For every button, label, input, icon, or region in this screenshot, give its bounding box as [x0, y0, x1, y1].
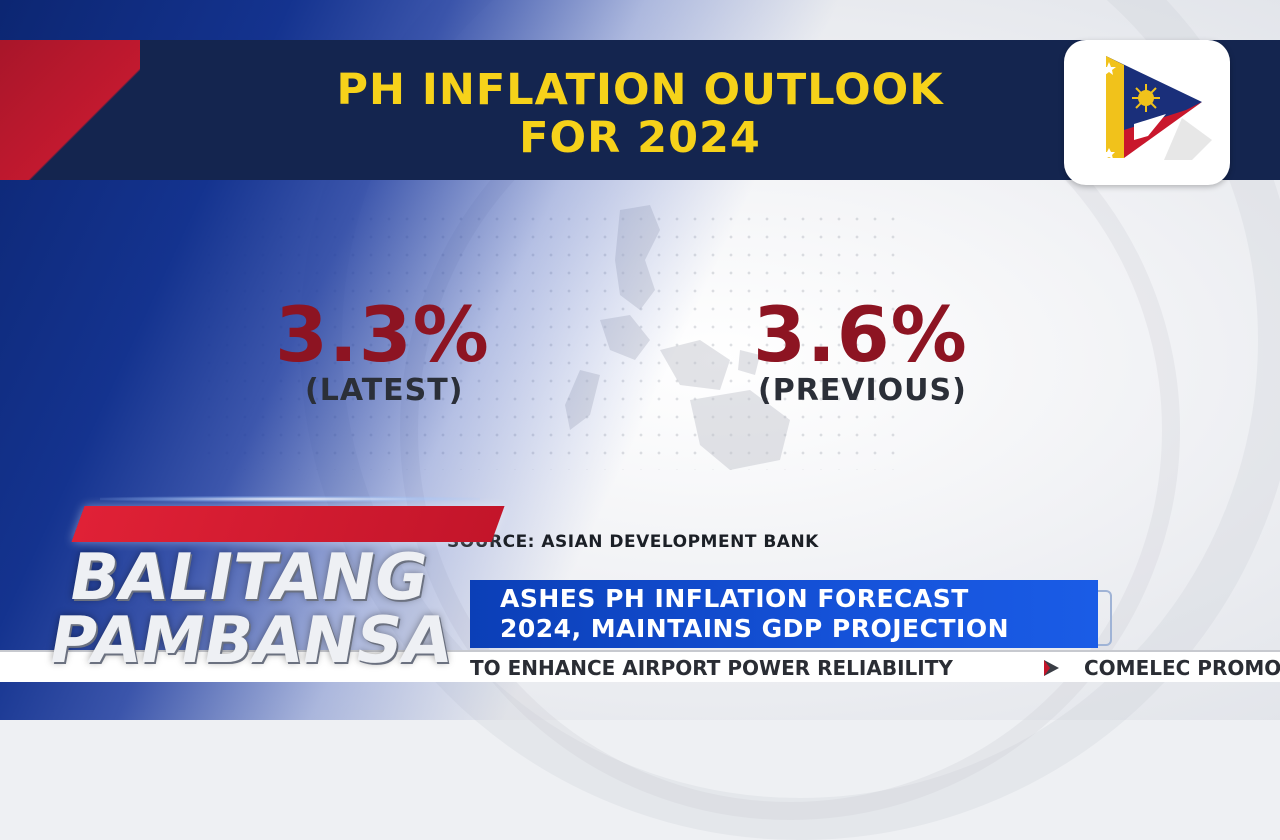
ticker-divider — [0, 650, 1280, 653]
headline-text: ASHES PH INFLATION FORECAST 2024, MAINTA… — [500, 584, 1100, 644]
page-title: PH INFLATION OUTLOOK FOR 2024 — [230, 66, 1050, 162]
logo-light-sweep — [100, 496, 480, 502]
ticker-item: TO ENHANCE AIRPORT POWER RELIABILITY — [470, 656, 953, 680]
latest-inflation-value: 3.3% — [275, 290, 490, 379]
header-red-accent — [0, 40, 140, 180]
ticker-item: COMELEC PROMO — [1084, 656, 1280, 680]
show-logo-line-2: PAMBANSA — [43, 604, 459, 678]
source-credit: SOURCE: ASIAN DEVELOPMENT BANK — [447, 532, 819, 552]
show-logo-red-stripe — [71, 506, 505, 542]
ptv-philippine-flag-logo-icon — [1102, 56, 1212, 160]
headline-bar — [470, 580, 1098, 648]
previous-inflation-label: (PREVIOUS) — [758, 373, 967, 408]
latest-inflation-label: (LATEST) — [305, 373, 464, 408]
news-ticker — [0, 652, 1280, 682]
headline-line-2: 2024, MAINTAINS GDP PROJECTION — [500, 614, 1010, 643]
channel-logo — [1064, 40, 1230, 185]
previous-inflation-value: 3.6% — [753, 290, 968, 379]
title-line-1: PH INFLATION OUTLOOK — [336, 65, 944, 115]
headline-bar-edge — [1098, 590, 1112, 646]
title-line-2: FOR 2024 — [519, 113, 761, 163]
headline-line-1: ASHES PH INFLATION FORECAST — [500, 584, 969, 613]
show-logo-line-1: BALITANG — [63, 541, 434, 615]
play-triangle-icon — [1044, 660, 1059, 676]
